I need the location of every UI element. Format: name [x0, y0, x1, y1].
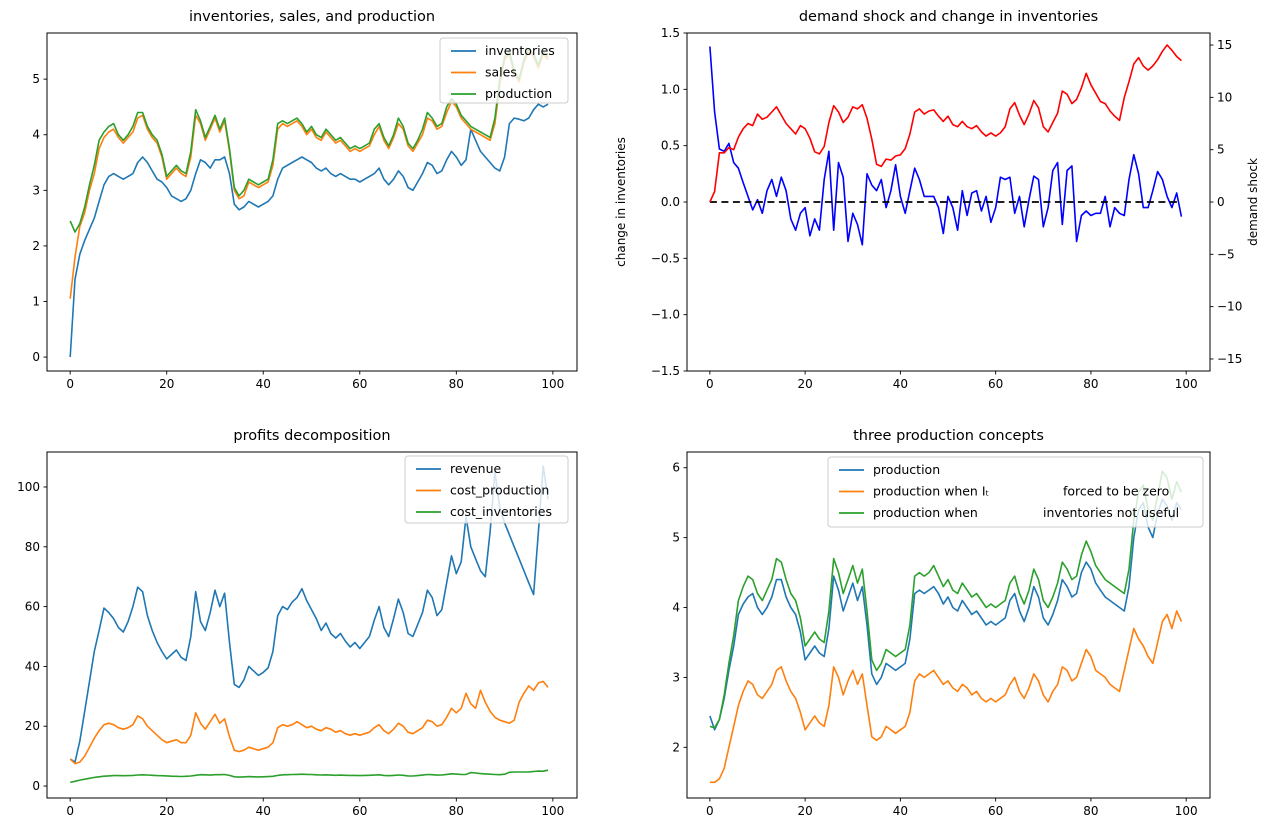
series-line-inventories	[69, 103, 549, 358]
x-tick-label: 20	[797, 377, 812, 391]
legend-label-continued: forced to be zero	[1063, 484, 1169, 499]
x-tick-label: 0	[706, 377, 714, 391]
legend: revenue cost_production cost_inventories	[404, 455, 569, 524]
plot-spines	[686, 32, 1211, 372]
x-tick-label: 40	[893, 804, 908, 818]
legend-box	[439, 37, 569, 104]
x-tick-label: 60	[352, 804, 367, 818]
y-tick-label: 1.0	[661, 82, 680, 96]
y-tick-label: −0.5	[651, 251, 680, 265]
x-tick-label: 20	[159, 377, 174, 391]
y-tick-label: 40	[25, 659, 40, 673]
legend-label: sales	[485, 65, 517, 80]
series-line-production-when-inventories-not-useful	[709, 470, 1183, 729]
y-tick-label: 80	[25, 540, 40, 554]
x-tick-label: 100	[1175, 377, 1198, 391]
x-tick-label: 40	[893, 377, 908, 391]
legend-box	[404, 455, 569, 524]
chart-three-production-concepts: 0 20 40 60 80 100 2 3 4 5 6 three production concep…	[672, 428, 1211, 818]
y-axis-label-left: change in inventories	[614, 137, 628, 267]
legend-label-continued: inventories not useful	[1043, 505, 1179, 520]
y-tick-label: 1	[32, 295, 40, 309]
x-tick-label: 100	[541, 804, 564, 818]
y-tick-label: 0	[32, 350, 40, 364]
x-tick-label: 60	[988, 804, 1003, 818]
series-line-sales	[69, 50, 549, 299]
y-tick-label: 0.0	[661, 195, 680, 209]
x-tick-label: 80	[449, 377, 464, 391]
y-tick-right-label: −15	[1217, 352, 1242, 366]
series-line-revenue	[69, 465, 549, 763]
y-tick-label: 20	[25, 719, 40, 733]
x-tick-label: 100	[541, 377, 564, 391]
x-tick-label: 60	[352, 377, 367, 391]
y-tick-label: 5	[672, 531, 680, 545]
legend-label: inventories	[485, 43, 555, 58]
x-tick-label: 60	[988, 377, 1003, 391]
y-tick-label: 2	[32, 239, 40, 253]
legend-label: production	[873, 462, 940, 477]
x-tick-label: 20	[159, 804, 174, 818]
series-line-change-in-inventories	[709, 46, 1183, 246]
y-tick-label: 6	[672, 461, 680, 475]
chart-title: profits decomposition	[233, 428, 390, 444]
x-tick-label: 100	[1175, 804, 1198, 818]
y-tick-right-label: 5	[1217, 143, 1225, 157]
y-tick-label: 0	[32, 779, 40, 793]
legend-label: cost_production	[450, 483, 549, 498]
chart-title: three production concepts	[853, 428, 1044, 444]
plot-spines	[686, 451, 1211, 799]
legend-label: production when Iₜ	[873, 484, 989, 499]
chart-profits-decomposition: 0 20 40 60 80 100 0 20 40 60 80 100 profits decompos…	[17, 428, 578, 818]
x-tick-label: 0	[66, 804, 74, 818]
x-tick-label: 40	[256, 804, 271, 818]
plot-spines	[46, 451, 578, 799]
y-tick-label: 4	[32, 128, 40, 142]
y-tick-label: 0.5	[661, 139, 680, 153]
legend-label: revenue	[450, 461, 501, 476]
x-tick-label: 80	[1083, 377, 1098, 391]
plot-spines	[46, 32, 578, 372]
series-line-demand-shock	[709, 44, 1182, 203]
x-tick-label: 0	[706, 804, 714, 818]
y-tick-label: 3	[32, 183, 40, 197]
y-tick-label: 4	[672, 601, 680, 615]
y-tick-label: 2	[672, 740, 680, 754]
y-tick-label: −1.0	[651, 308, 680, 322]
x-tick-label: 80	[1083, 804, 1098, 818]
x-tick-label: 80	[449, 804, 464, 818]
legend-label: production when	[873, 505, 978, 520]
chart-demand-shock-change-in-inventories: 0 20 40 60 80 1001.51.00.50.0−0.5−1.0−1.51510…	[614, 9, 1260, 391]
y-tick-label: 60	[25, 600, 40, 614]
series-line-production	[69, 47, 549, 233]
legend-label: production	[485, 86, 552, 101]
y-tick-label: −1.5	[651, 364, 680, 378]
y-tick-label: 100	[17, 480, 40, 494]
chart-title: demand shock and change in inventories	[799, 9, 1098, 25]
y-tick-right-label: −10	[1217, 300, 1242, 314]
series-line-production-when-i-t-forced-to-be-zero	[709, 610, 1183, 784]
y-tick-right-label: 10	[1217, 90, 1232, 104]
chart-title: inventories, sales, and production	[189, 9, 435, 25]
y-axis-label-right: demand shock	[1246, 158, 1260, 246]
legend-label: cost_inventories	[450, 504, 552, 519]
y-tick-label: 1.5	[661, 26, 680, 40]
x-tick-label: 40	[256, 377, 271, 391]
y-tick-label: 3	[672, 670, 680, 684]
legend: inventories sales production	[439, 37, 569, 104]
y-tick-right-label: −5	[1217, 247, 1235, 261]
y-tick-label: 5	[32, 72, 40, 86]
y-tick-right-label: 15	[1217, 38, 1232, 52]
y-tick-right-label: 0	[1217, 195, 1225, 209]
x-tick-label: 0	[66, 377, 74, 391]
chart-inventories-sales-production: 0 20 40 60 80 100 0 1 2 3 4 5 inventories, sales, an…	[32, 9, 578, 391]
x-tick-label: 20	[797, 804, 812, 818]
legend: production production when Iₜ forced to be…	[827, 456, 1204, 528]
series-line-cost-inventories	[70, 769, 549, 784]
legend-box	[827, 456, 1204, 528]
series-line-production	[709, 498, 1183, 731]
series-line-cost-production	[69, 680, 549, 765]
